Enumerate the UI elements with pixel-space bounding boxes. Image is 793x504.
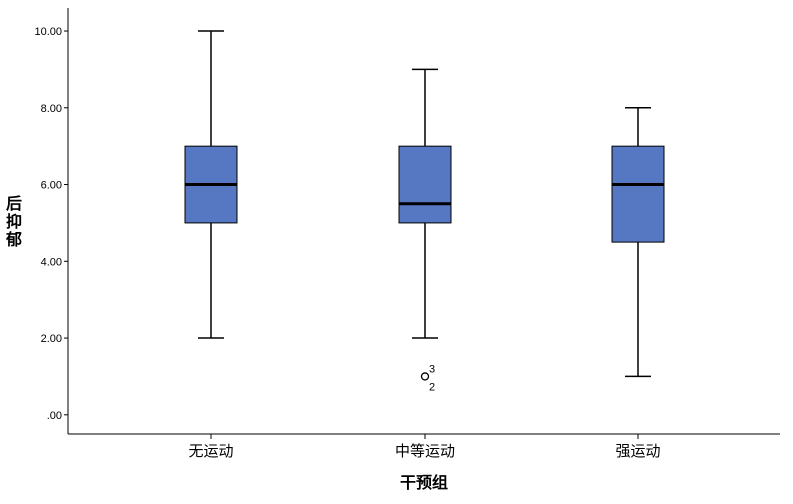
y-tick-label: 6.00: [41, 180, 62, 192]
y-tick-label: 8.00: [41, 103, 62, 115]
y-axis-title-char: 郁: [5, 230, 22, 249]
box: [398, 145, 452, 224]
outlier-label: 2: [429, 381, 435, 393]
y-axis-title-char: 后: [6, 194, 22, 213]
y-axis-title: 后抑郁: [5, 194, 22, 249]
outlier-point: [420, 372, 430, 381]
y-axis-title-char: 抑: [6, 212, 22, 231]
y-tick-label: 2.00: [41, 333, 62, 345]
labels: .00 2.00 4.00 6.00 8.00 10.00 无运动 3 2 中等运动 强运动: [34, 26, 660, 460]
y-tick-label: 10.00: [34, 26, 62, 38]
y-tick-label: 4.00: [41, 256, 62, 268]
y-tick-label: .00: [47, 410, 62, 422]
x-tick-label: 中等运动: [395, 442, 455, 460]
box: [611, 145, 665, 243]
x-axis-title: 干预组: [400, 473, 448, 492]
axes: [64, 8, 780, 439]
outlier-label: 3: [429, 363, 435, 375]
boxes: [184, 30, 665, 381]
x-tick-label: 强运动: [615, 442, 660, 460]
x-tick-label: 无运动: [188, 442, 233, 460]
